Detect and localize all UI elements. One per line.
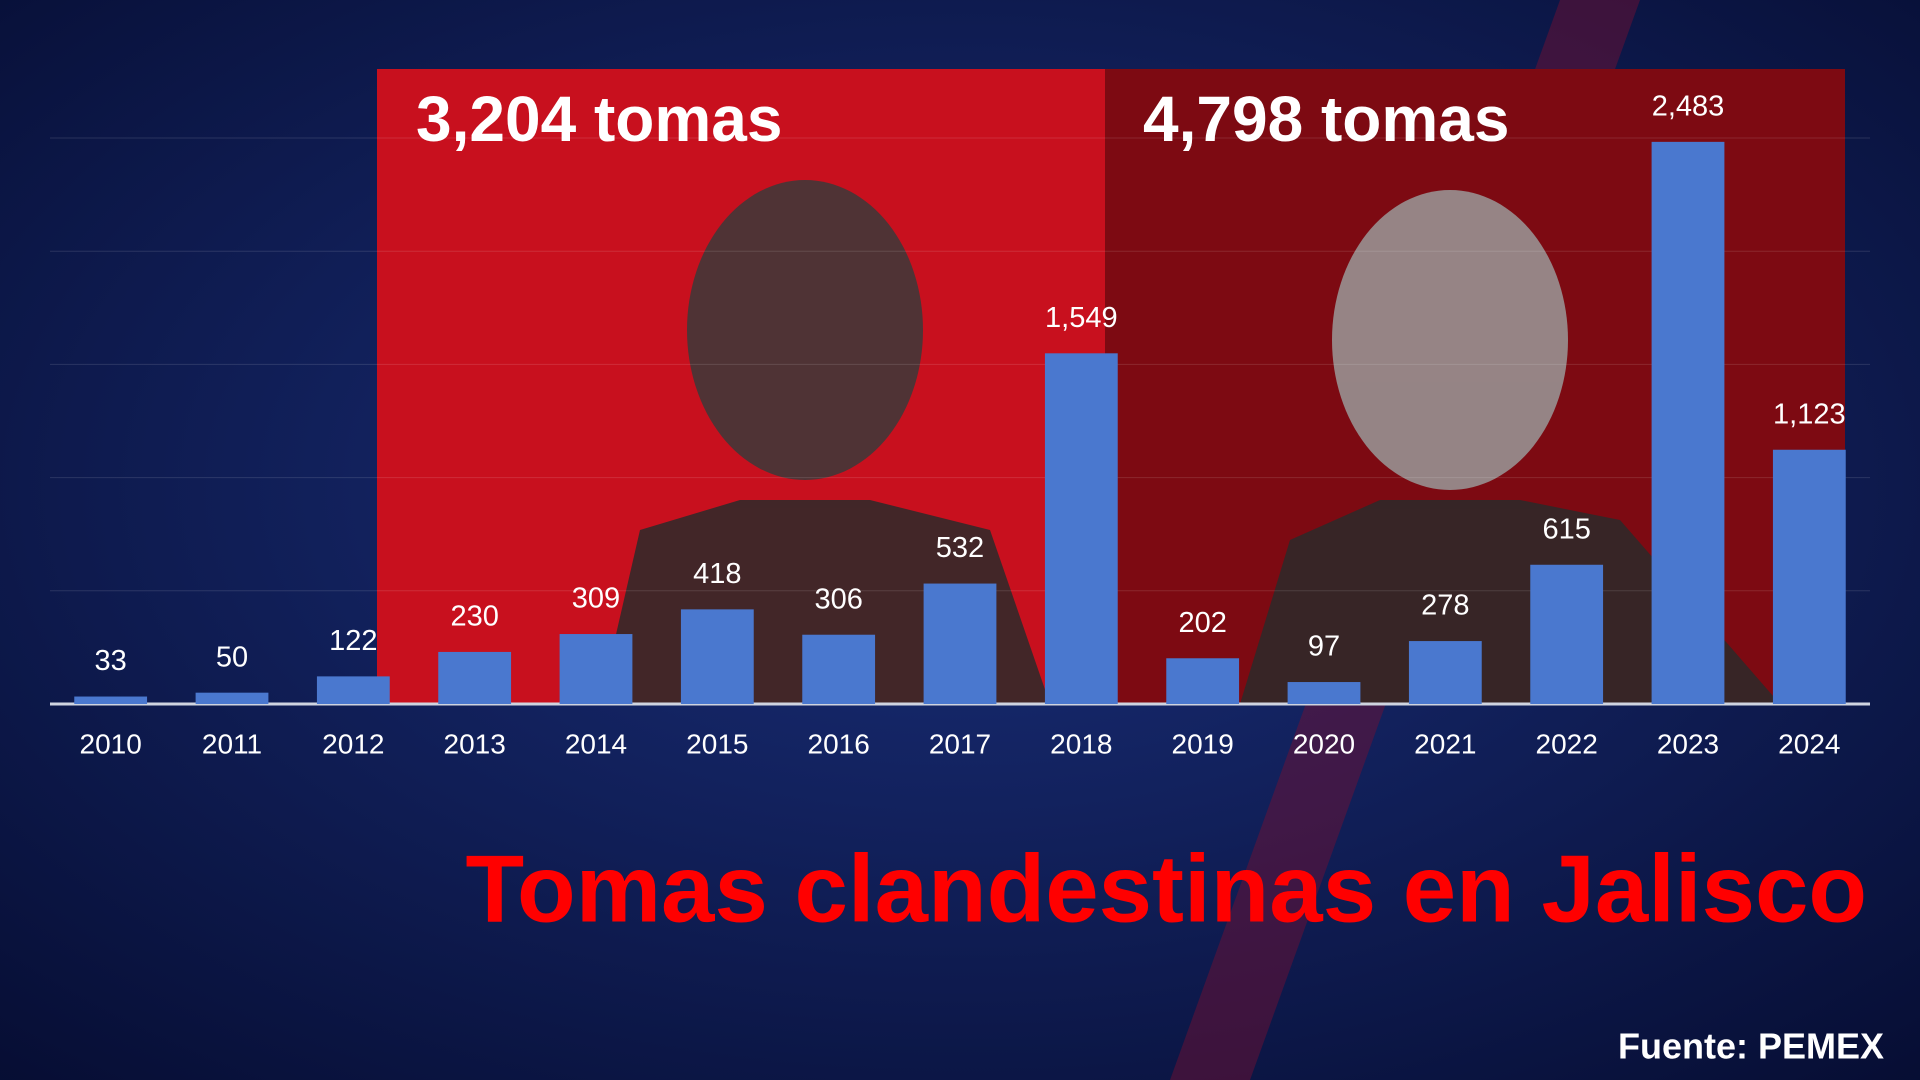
x-tick-label: 2019: [1172, 728, 1234, 759]
bar: [1530, 564, 1604, 704]
x-tick-label: 2021: [1414, 728, 1476, 759]
value-label: 532: [936, 532, 984, 564]
bar: [1651, 141, 1725, 704]
x-tick-label: 2022: [1536, 728, 1598, 759]
bar: [680, 609, 754, 704]
bar: [559, 634, 633, 704]
x-tick-label: 2010: [80, 728, 142, 759]
bar: [1408, 641, 1482, 704]
x-tick-label: 2024: [1778, 728, 1840, 759]
annotation: 4,798 tomas: [1143, 83, 1509, 155]
value-label: 97: [1308, 631, 1340, 663]
bar: [1044, 353, 1118, 704]
x-tick-label: 2011: [202, 728, 262, 759]
bar: [802, 634, 876, 704]
annotation: 3,204 tomas: [416, 83, 782, 155]
bar: [923, 583, 997, 704]
bar: [316, 676, 390, 704]
bar: [438, 651, 512, 704]
value-label: 418: [693, 558, 741, 590]
value-label: 615: [1542, 513, 1590, 545]
value-label: 230: [450, 601, 498, 633]
x-tick-label: 2015: [686, 728, 748, 759]
x-tick-label: 2017: [929, 728, 991, 759]
value-label: 2,483: [1652, 91, 1725, 123]
x-tick-label: 2012: [322, 728, 384, 759]
x-tick-label: 2016: [808, 728, 870, 759]
value-label: 50: [216, 641, 248, 673]
source: Fuente: PEMEX: [1618, 1026, 1884, 1067]
x-tick-label: 2020: [1293, 728, 1355, 759]
portrait-right: [1240, 190, 1780, 704]
bar: [195, 692, 269, 704]
value-label: 278: [1421, 590, 1469, 622]
chart-title: Tomas clandestinas en Jalisco: [466, 835, 1867, 942]
value-label: 33: [95, 645, 127, 677]
value-label: 1,549: [1045, 302, 1118, 334]
x-tick-label: 2013: [444, 728, 506, 759]
bar: [1287, 682, 1361, 704]
value-label: 309: [572, 583, 620, 615]
bar: [1772, 449, 1846, 704]
bar: [74, 696, 148, 704]
value-label: 202: [1178, 607, 1226, 639]
x-tick-label: 2018: [1050, 728, 1112, 759]
x-tick-label: 2023: [1657, 728, 1719, 759]
value-label: 122: [329, 625, 377, 657]
bar: [1166, 658, 1240, 704]
x-tick-label: 2014: [565, 728, 627, 759]
value-label: 1,123: [1773, 398, 1846, 430]
value-label: 306: [814, 583, 862, 615]
